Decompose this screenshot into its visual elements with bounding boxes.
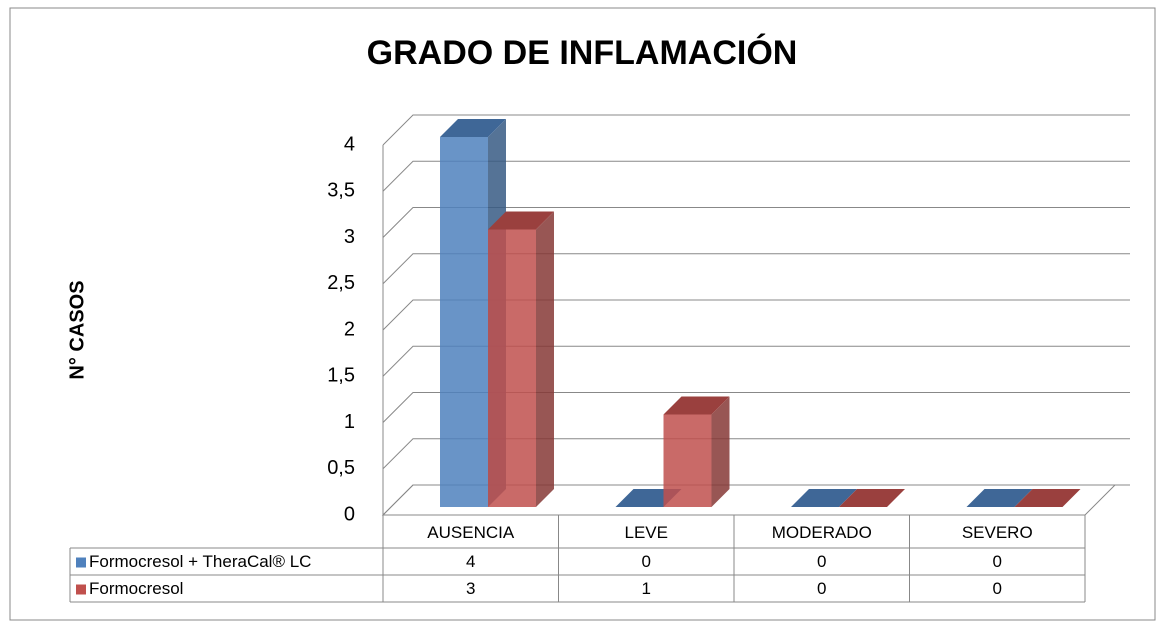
grid-line — [382, 438, 1130, 470]
grid-line — [382, 392, 1130, 423]
legend-label: Formocresol — [89, 579, 183, 598]
x-tick-label: AUSENCIA — [427, 523, 515, 542]
grid-line — [382, 160, 1130, 192]
table-value: 3 — [466, 579, 475, 598]
legend-key — [76, 557, 86, 568]
chart-frame — [9, 7, 1156, 621]
bar-front — [663, 414, 712, 507]
y-tick-label: 2,5 — [327, 272, 355, 294]
bar — [791, 489, 857, 507]
table-value: 0 — [817, 579, 826, 598]
bar — [839, 489, 905, 507]
y-tick-label: 4 — [344, 133, 355, 155]
y-tick-label: 1,5 — [327, 365, 355, 387]
grid-line — [382, 345, 1130, 377]
bar — [663, 396, 730, 507]
legend-key — [76, 584, 86, 595]
y-tick-label: 2 — [344, 318, 355, 340]
bar-top — [966, 489, 1033, 507]
bar — [966, 489, 1033, 507]
bar-top — [488, 211, 554, 230]
x-tick-label: LEVE — [625, 523, 668, 542]
table-value: 4 — [466, 552, 475, 571]
table-value: 0 — [993, 552, 1002, 571]
y-tick-label: 3,5 — [327, 180, 355, 202]
grid-line — [382, 253, 1130, 285]
bar — [1014, 489, 1081, 507]
grid-line — [382, 114, 1130, 146]
legend-label: Formocresol + TheraCal® LC — [89, 552, 311, 571]
chart-title: GRADO DE INFLAMACIÓN — [367, 34, 798, 72]
table-value: 0 — [817, 552, 826, 571]
bar-front — [488, 229, 536, 507]
y-axis-label: N° CASOS — [66, 280, 88, 379]
bar — [488, 211, 554, 507]
table-value: 0 — [642, 552, 651, 571]
y-tick-label: 3 — [344, 226, 355, 248]
grid-line — [382, 484, 1130, 516]
bar-top — [440, 119, 506, 137]
bar-front — [440, 137, 488, 507]
grid-line — [382, 299, 1130, 331]
grid-line — [382, 207, 1130, 238]
y-tick-label: 0,5 — [327, 457, 355, 479]
bar-side — [711, 396, 730, 507]
table-value: 0 — [993, 579, 1002, 598]
bar-side — [536, 211, 554, 507]
y-tick-label: 0 — [344, 503, 355, 525]
bar-top — [791, 489, 857, 507]
bar-top — [663, 396, 730, 415]
x-tick-label: MODERADO — [772, 523, 872, 542]
bar-top — [1014, 489, 1081, 507]
bar-top — [839, 489, 905, 507]
table-value: 1 — [642, 579, 651, 598]
x-tick-label: SEVERO — [962, 523, 1033, 542]
y-tick-label: 1 — [344, 411, 355, 433]
